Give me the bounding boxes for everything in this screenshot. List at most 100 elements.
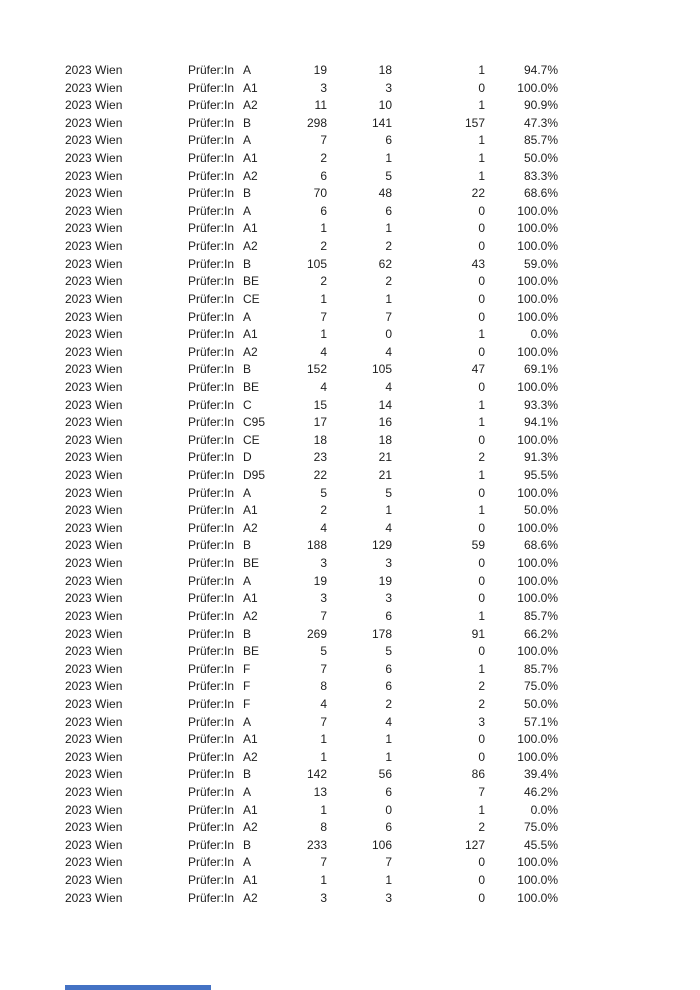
cell-period: 2023 Wien [65,626,123,641]
cell-examiner: Prüfer:In [188,98,235,113]
cell-period: 2023 Wien [65,80,123,95]
cell-pass-rate: 100.0% [517,890,558,905]
cell-pass-rate: 100.0% [517,573,558,588]
cell-period: 2023 Wien [65,274,123,289]
cell-pass-rate: 91.3% [523,450,558,465]
table-row: 2023 Wien Prüfer:In A2 4 4 0 100.0% [65,344,558,362]
cell-pass-rate: 39.4% [523,767,558,782]
table-row: 2023 Wien Prüfer:In A2 4 4 0 100.0% [65,520,558,538]
cell-pass-rate: 94.1% [523,415,558,430]
cell-count-3: 0 [478,344,485,359]
table-row: 2023 Wien Prüfer:In B 298 141 157 47.3% [65,115,558,133]
cell-count-3: 0 [478,732,485,747]
cell-examiner: Prüfer:In [188,274,235,289]
cell-count-1: 7 [320,661,327,676]
cell-period: 2023 Wien [65,115,123,130]
cell-category: A1 [243,327,258,342]
table-row: 2023 Wien Prüfer:In A 7 6 1 85.7% [65,132,558,150]
cell-period: 2023 Wien [65,784,123,799]
cell-count-1: 15 [313,397,327,412]
cell-count-3: 47 [471,362,485,377]
cell-period: 2023 Wien [65,767,123,782]
cell-category: B [243,115,252,130]
cell-count-3: 3 [478,714,485,729]
table-row: 2023 Wien Prüfer:In D95 22 21 1 95.5% [65,467,558,485]
cell-count-3: 2 [478,696,485,711]
cell-count-1: 3 [320,890,327,905]
cell-count-1: 1 [320,732,327,747]
cell-category: A1 [243,802,258,817]
cell-category: A1 [243,732,258,747]
cell-count-2: 6 [385,133,392,148]
table-row: 2023 Wien Prüfer:In A1 1 1 0 100.0% [65,872,558,890]
cell-count-1: 18 [313,432,327,447]
cell-pass-rate: 100.0% [517,432,558,447]
cell-pass-rate: 100.0% [517,591,558,606]
cell-count-2: 6 [385,784,392,799]
cell-pass-rate: 0.0% [530,327,558,342]
cell-count-1: 23 [313,450,327,465]
cell-count-3: 157 [464,115,485,130]
cell-pass-rate: 93.3% [523,397,558,412]
cell-examiner: Prüfer:In [188,203,235,218]
cell-count-3: 2 [478,450,485,465]
cell-count-2: 1 [385,291,392,306]
cell-count-3: 1 [478,397,485,412]
cell-count-1: 1 [320,221,327,236]
table-row: 2023 Wien Prüfer:In A 7 7 0 100.0% [65,309,558,327]
cell-pass-rate: 85.7% [523,133,558,148]
cell-examiner: Prüfer:In [188,362,235,377]
cell-count-1: 7 [320,714,327,729]
cell-pass-rate: 100.0% [517,644,558,659]
cell-count-1: 19 [313,63,327,77]
cell-category: F [243,696,251,711]
cell-pass-rate: 100.0% [517,203,558,218]
cell-pass-rate: 100.0% [517,239,558,254]
cell-examiner: Prüfer:In [188,767,235,782]
cell-count-3: 1 [478,168,485,183]
cell-period: 2023 Wien [65,855,123,870]
cell-pass-rate: 46.2% [523,784,558,799]
table-row: 2023 Wien Prüfer:In B 70 48 22 68.6% [65,185,558,203]
cell-pass-rate: 100.0% [517,485,558,500]
table-row: 2023 Wien Prüfer:In A1 1 0 1 0.0% [65,802,558,820]
cell-count-2: 3 [385,890,392,905]
cell-category: A2 [243,608,258,623]
cell-period: 2023 Wien [65,732,123,747]
cell-category: C95 [243,415,266,430]
cell-period: 2023 Wien [65,151,123,166]
cell-pass-rate: 66.2% [523,626,558,641]
next-page-bar-fragment [65,985,211,990]
cell-period: 2023 Wien [65,221,123,236]
cell-count-1: 4 [320,696,327,711]
cell-category: A [243,855,252,870]
cell-pass-rate: 50.0% [523,151,558,166]
cell-count-2: 48 [378,186,392,201]
cell-period: 2023 Wien [65,133,123,148]
table-row: 2023 Wien Prüfer:In A1 1 0 1 0.0% [65,326,558,344]
cell-category: D95 [243,468,266,483]
cell-category: C [243,397,252,412]
table-row: 2023 Wien Prüfer:In A2 7 6 1 85.7% [65,608,558,626]
cell-category: A1 [243,873,258,888]
cell-category: B [243,626,252,641]
cell-count-3: 1 [478,661,485,676]
cell-category: B [243,256,252,271]
cell-category: A1 [243,221,258,236]
cell-pass-rate: 94.7% [523,63,558,77]
table-row: 2023 Wien Prüfer:In A 5 5 0 100.0% [65,485,558,503]
cell-count-1: 1 [320,327,327,342]
cell-pass-rate: 75.0% [523,679,558,694]
cell-period: 2023 Wien [65,379,123,394]
cell-category: B [243,362,252,377]
cell-examiner: Prüfer:In [188,661,235,676]
cell-examiner: Prüfer:In [188,291,235,306]
cell-period: 2023 Wien [65,309,123,324]
cell-category: F [243,661,251,676]
cell-count-1: 2 [320,503,327,518]
cell-pass-rate: 68.6% [523,538,558,553]
cell-count-3: 0 [478,432,485,447]
cell-count-1: 2 [320,151,327,166]
cell-examiner: Prüfer:In [188,538,235,553]
